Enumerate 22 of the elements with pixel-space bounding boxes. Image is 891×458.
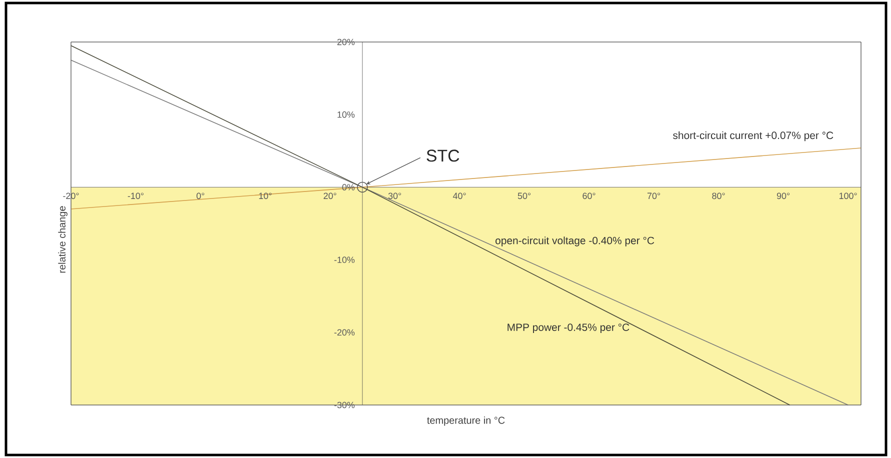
- x-tick-label: 20°: [324, 192, 336, 200]
- x-tick-label: 30°: [388, 192, 402, 200]
- x-tick-label: 50°: [518, 192, 531, 200]
- series-label: short-circuit current +0.07% per °C: [673, 131, 834, 142]
- x-tick-label: -10°: [128, 192, 144, 200]
- series-label: open-circuit voltage -0.40% per °C: [496, 236, 654, 246]
- x-tick-label: 90°: [776, 192, 790, 200]
- y-tick-label: 10%: [338, 111, 355, 118]
- x-tick-label: 80°: [712, 192, 725, 200]
- x-tick-label: 40°: [452, 192, 466, 200]
- series-label: MPP power -0.45% per °C: [508, 324, 630, 334]
- y-tick-label: -10%: [334, 256, 355, 263]
- y-tick-label: 0%: [342, 184, 355, 190]
- x-tick-label: 0°: [196, 192, 204, 200]
- x-tick-label: 70°: [647, 192, 660, 200]
- x-axis-title: temperature in °C: [427, 416, 505, 426]
- y-axis-title: relative change: [58, 206, 68, 273]
- x-tick-label: 100°: [839, 192, 857, 200]
- y-tick-label: -20%: [334, 329, 355, 336]
- annotation: STC: [426, 150, 460, 162]
- x-tick-label: 60°: [582, 192, 596, 200]
- x-tick-label: 10°: [259, 192, 272, 200]
